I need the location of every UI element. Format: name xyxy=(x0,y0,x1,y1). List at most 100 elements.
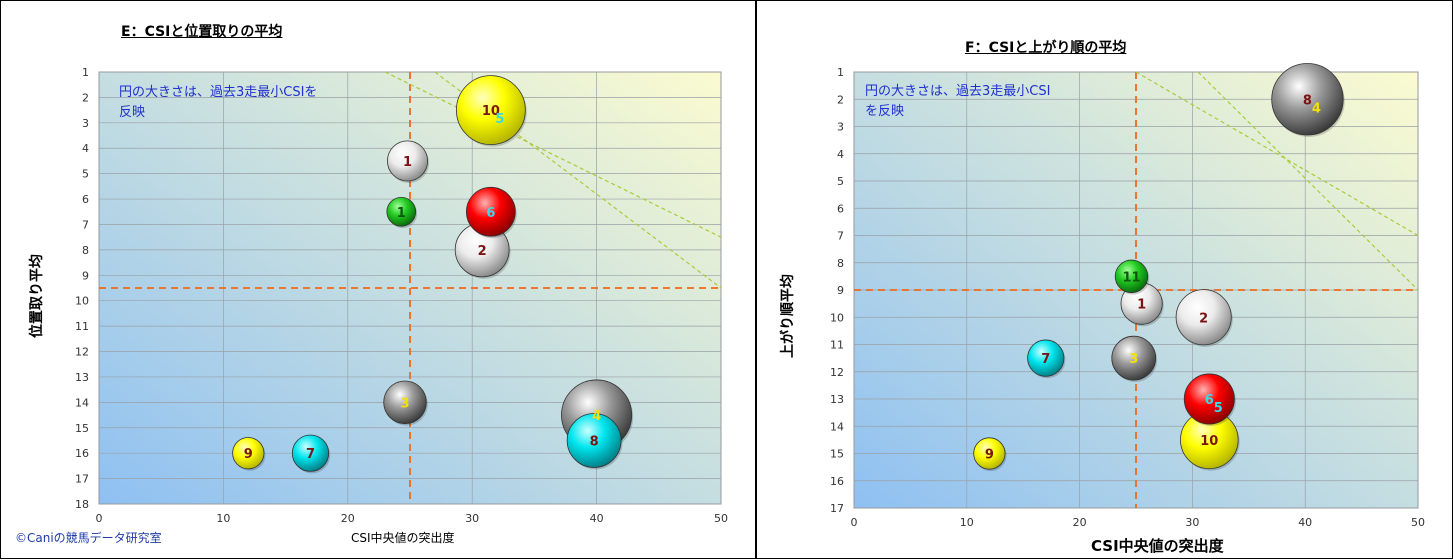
bubble-point xyxy=(383,380,427,425)
y-tick-label: 2 xyxy=(82,91,89,104)
bubble-label: 3 xyxy=(1129,352,1138,367)
bubble-label: 1 xyxy=(1137,298,1146,313)
y-tick-label: 9 xyxy=(837,284,844,297)
bubble-label: 9 xyxy=(985,448,994,463)
x-tick-label: 30 xyxy=(465,512,479,525)
diagonal-guide-line xyxy=(1135,71,1419,237)
y-tick-label: 14 xyxy=(830,420,844,433)
bubble-label: 9 xyxy=(244,447,253,462)
y-tick-label: 11 xyxy=(830,339,844,352)
bubble-label: 3 xyxy=(401,396,410,411)
x-tick-label: 10 xyxy=(960,516,974,529)
bubble-label: 8 xyxy=(590,434,599,449)
y-tick-label: 5 xyxy=(837,175,844,188)
x-tick-label: 10 xyxy=(216,512,230,525)
x-tick-label: 50 xyxy=(714,512,728,525)
diagonal-guide-line xyxy=(384,71,722,238)
y-tick-label: 1 xyxy=(82,66,89,79)
bubble-label: 10 xyxy=(1200,434,1218,449)
bubble-label: 6 xyxy=(1205,393,1214,408)
x-tick-label: 20 xyxy=(341,512,355,525)
x-axis-label: CSI中央値の突出度 xyxy=(1091,537,1224,555)
bubble-point xyxy=(291,434,330,472)
y-tick-label: 13 xyxy=(75,371,89,384)
y-tick-label: 13 xyxy=(830,393,844,406)
y-tick-label: 7 xyxy=(82,218,89,231)
y-tick-label: 9 xyxy=(82,269,89,282)
note-text: を反映 xyxy=(865,104,904,119)
y-tick-label: 3 xyxy=(82,117,89,130)
y-tick-label: 18 xyxy=(75,498,89,511)
y-tick-label: 15 xyxy=(830,448,844,461)
bubble-label: 2 xyxy=(478,244,487,259)
x-tick-label: 0 xyxy=(96,512,103,525)
x-tick-label: 30 xyxy=(1185,516,1199,529)
diagonal-guide-line xyxy=(1197,71,1419,291)
bubble-point xyxy=(1183,373,1235,425)
note-text: 円の大きさは、過去3走最小CSI xyxy=(865,84,1050,99)
bubble-point xyxy=(1114,259,1149,294)
bubble-point xyxy=(1175,289,1232,346)
bubble-point xyxy=(455,75,526,146)
x-tick-label: 40 xyxy=(590,512,604,525)
y-tick-label: 6 xyxy=(82,193,89,206)
bubble-label: 2 xyxy=(1199,311,1208,326)
copyright-text: ©Caniの競馬データ研究室 xyxy=(15,531,162,545)
bubble-point xyxy=(466,186,516,237)
note-text: 円の大きさは、過去3走最小CSIを xyxy=(119,85,317,100)
bubble-point xyxy=(1271,63,1344,136)
y-tick-label: 5 xyxy=(82,168,89,181)
bubble-label: 11 xyxy=(1122,270,1140,285)
bubble-label: 4 xyxy=(1312,101,1321,116)
bubble-point xyxy=(1027,339,1065,377)
y-tick-label: 16 xyxy=(75,447,89,460)
x-tick-label: 20 xyxy=(1073,516,1087,529)
y-tick-label: 16 xyxy=(830,475,844,488)
y-tick-label: 10 xyxy=(830,311,844,324)
chart-panel-e: E：CSIと位置取りの平均 位置取り平均 CSI中央値の突出度 ©Caniの競馬… xyxy=(0,0,756,559)
y-tick-label: 1 xyxy=(837,66,844,79)
bubble-label: 7 xyxy=(306,447,315,462)
bubble-point xyxy=(386,196,417,227)
bubble-label: 8 xyxy=(1303,93,1312,108)
bubble-label: 5 xyxy=(1214,401,1223,416)
bubble-label: 5 xyxy=(495,112,504,127)
y-tick-label: 6 xyxy=(837,202,844,215)
bubble-point xyxy=(232,437,265,470)
bubble-point xyxy=(973,437,1006,470)
y-tick-label: 8 xyxy=(837,257,844,270)
y-tick-label: 15 xyxy=(75,422,89,435)
chart-title: E：CSIと位置取りの平均 xyxy=(121,24,283,40)
bubble-point xyxy=(1111,335,1157,381)
x-tick-label: 0 xyxy=(851,516,858,529)
y-tick-label: 10 xyxy=(75,295,89,308)
y-tick-label: 4 xyxy=(837,148,844,161)
bubble-point xyxy=(566,413,622,468)
bubble-label: 7 xyxy=(1041,352,1050,367)
note-text: 反映 xyxy=(119,105,145,120)
x-tick-label: 50 xyxy=(1411,516,1425,529)
x-axis-label: CSI中央値の突出度 xyxy=(351,531,455,545)
chart-title: F：CSIと上がり順の平均 xyxy=(965,40,1127,56)
y-tick-label: 2 xyxy=(837,93,844,106)
y-tick-label: 8 xyxy=(82,244,89,257)
y-tick-label: 11 xyxy=(75,320,89,333)
bubble-label: 6 xyxy=(486,206,495,221)
bubble-label: 4 xyxy=(592,409,601,424)
y-tick-label: 3 xyxy=(837,121,844,134)
bubble-label: 1 xyxy=(397,206,406,221)
y-tick-label: 17 xyxy=(75,473,89,486)
y-tick-label: 7 xyxy=(837,230,844,243)
bubble-point xyxy=(387,140,428,182)
y-tick-label: 12 xyxy=(830,366,844,379)
y-tick-label: 12 xyxy=(75,346,89,359)
y-tick-label: 14 xyxy=(75,396,89,409)
y-tick-label: 4 xyxy=(82,142,89,155)
y-tick-label: 17 xyxy=(830,502,844,515)
bubble-label: 10 xyxy=(482,104,500,119)
x-tick-label: 40 xyxy=(1298,516,1312,529)
bubble-label: 1 xyxy=(403,155,412,170)
